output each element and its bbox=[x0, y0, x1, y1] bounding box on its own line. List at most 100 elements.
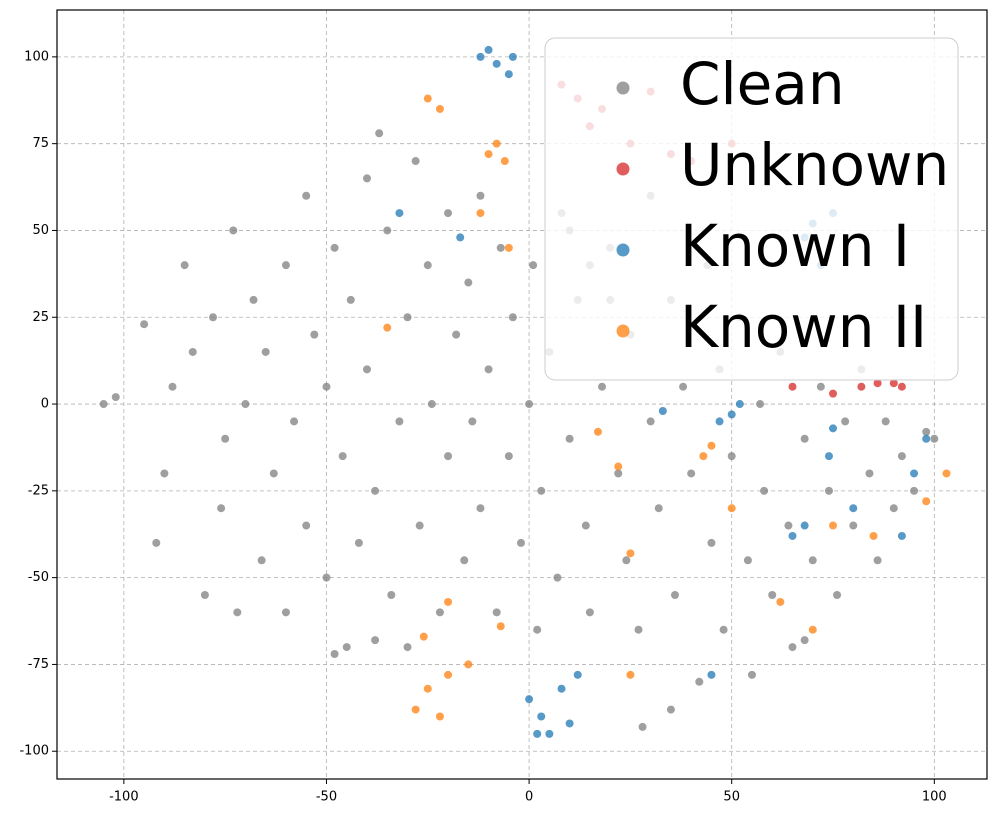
point bbox=[99, 400, 108, 409]
point bbox=[707, 441, 716, 450]
point bbox=[496, 243, 505, 252]
point bbox=[363, 365, 371, 374]
point bbox=[269, 469, 278, 478]
point bbox=[687, 469, 696, 478]
point bbox=[435, 608, 444, 617]
point bbox=[922, 497, 931, 506]
point bbox=[460, 556, 469, 565]
point bbox=[387, 590, 396, 599]
point bbox=[383, 226, 392, 235]
point bbox=[727, 410, 736, 419]
point bbox=[419, 632, 428, 641]
point bbox=[808, 625, 817, 634]
point bbox=[464, 660, 473, 669]
point bbox=[585, 608, 594, 617]
point bbox=[829, 521, 838, 530]
point bbox=[788, 531, 797, 540]
point bbox=[695, 677, 704, 686]
point bbox=[456, 233, 465, 242]
point bbox=[910, 469, 919, 478]
point bbox=[922, 434, 931, 443]
point bbox=[371, 486, 380, 495]
point bbox=[857, 382, 866, 391]
point bbox=[715, 417, 724, 426]
point bbox=[338, 452, 347, 461]
point bbox=[910, 486, 919, 495]
point bbox=[849, 521, 858, 530]
point bbox=[415, 521, 424, 530]
axes-frame bbox=[56, 9, 988, 780]
point bbox=[444, 209, 453, 218]
legend-marker bbox=[616, 243, 630, 257]
point bbox=[363, 174, 371, 183]
point bbox=[322, 382, 331, 391]
point bbox=[371, 636, 380, 645]
point bbox=[638, 722, 647, 731]
point bbox=[529, 261, 538, 270]
point bbox=[747, 670, 756, 679]
legend: Clean Unknown Known I Known II bbox=[544, 37, 959, 381]
point bbox=[403, 643, 412, 652]
x-tick-label: 50 bbox=[723, 790, 740, 805]
point bbox=[679, 382, 688, 391]
point bbox=[922, 427, 931, 436]
point bbox=[557, 684, 566, 693]
point bbox=[626, 670, 635, 679]
point bbox=[111, 393, 120, 402]
point bbox=[545, 729, 554, 738]
point bbox=[525, 400, 534, 409]
point bbox=[411, 705, 420, 714]
point bbox=[646, 417, 655, 426]
point bbox=[930, 434, 939, 443]
point bbox=[897, 452, 906, 461]
point bbox=[829, 389, 838, 398]
point bbox=[525, 695, 534, 704]
point bbox=[598, 382, 607, 391]
legend-label: Clean bbox=[680, 50, 845, 118]
point bbox=[504, 70, 513, 79]
point bbox=[468, 417, 477, 426]
legend-label: Known I bbox=[680, 212, 910, 280]
point bbox=[537, 486, 546, 495]
point bbox=[395, 209, 404, 218]
point bbox=[889, 379, 898, 388]
point bbox=[565, 434, 574, 443]
point bbox=[476, 504, 485, 513]
point bbox=[626, 549, 635, 558]
point bbox=[375, 129, 384, 138]
point bbox=[281, 608, 290, 617]
point bbox=[897, 382, 906, 391]
point bbox=[444, 452, 453, 461]
point bbox=[788, 643, 797, 652]
point bbox=[533, 625, 542, 634]
point bbox=[209, 313, 218, 322]
point bbox=[200, 590, 209, 599]
point bbox=[423, 684, 432, 693]
point bbox=[241, 400, 250, 409]
point bbox=[841, 417, 850, 426]
point bbox=[942, 469, 951, 478]
point bbox=[290, 417, 299, 426]
point bbox=[310, 330, 319, 339]
point bbox=[727, 452, 736, 461]
point bbox=[484, 150, 493, 159]
point bbox=[168, 382, 177, 391]
legend-box bbox=[544, 37, 959, 381]
point bbox=[504, 452, 513, 461]
point bbox=[322, 573, 331, 582]
y-tick-label: 50 bbox=[32, 223, 49, 238]
point bbox=[707, 670, 716, 679]
point bbox=[516, 538, 525, 547]
point bbox=[346, 295, 355, 304]
point bbox=[476, 52, 485, 61]
point bbox=[383, 323, 392, 332]
point bbox=[800, 521, 809, 530]
point bbox=[833, 590, 842, 599]
point bbox=[735, 400, 744, 409]
point bbox=[444, 597, 453, 606]
point bbox=[427, 400, 436, 409]
point bbox=[800, 636, 809, 645]
point bbox=[573, 670, 582, 679]
legend-marker bbox=[616, 81, 630, 95]
point bbox=[654, 504, 663, 513]
